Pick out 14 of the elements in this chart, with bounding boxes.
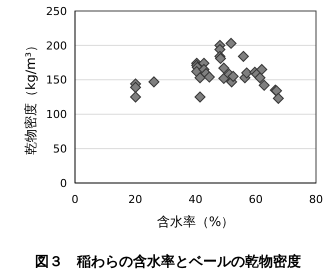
x-tick-label: 60 <box>248 193 263 206</box>
x-tick-label: 20 <box>128 193 142 206</box>
y-tick-label: 150 <box>46 74 67 87</box>
y-tick-label: 0 <box>60 176 67 190</box>
y-tick-label: 250 <box>46 4 67 18</box>
x-tick-label: 40 <box>188 193 202 206</box>
y-axis-title: 乾物密度（kg/m³） <box>23 38 39 156</box>
text: 図３ 稲わらの含水率とベールの乾物密度 <box>35 253 301 270</box>
x-tick-label: 0 <box>72 193 78 206</box>
y-tick-label: 100 <box>46 108 67 122</box>
y-tick-label: 50 <box>53 142 67 156</box>
x-tick-label: 80 <box>309 193 323 206</box>
x-axis-title: 含水率（%） <box>156 214 234 230</box>
y-tick-label: 200 <box>46 39 67 52</box>
